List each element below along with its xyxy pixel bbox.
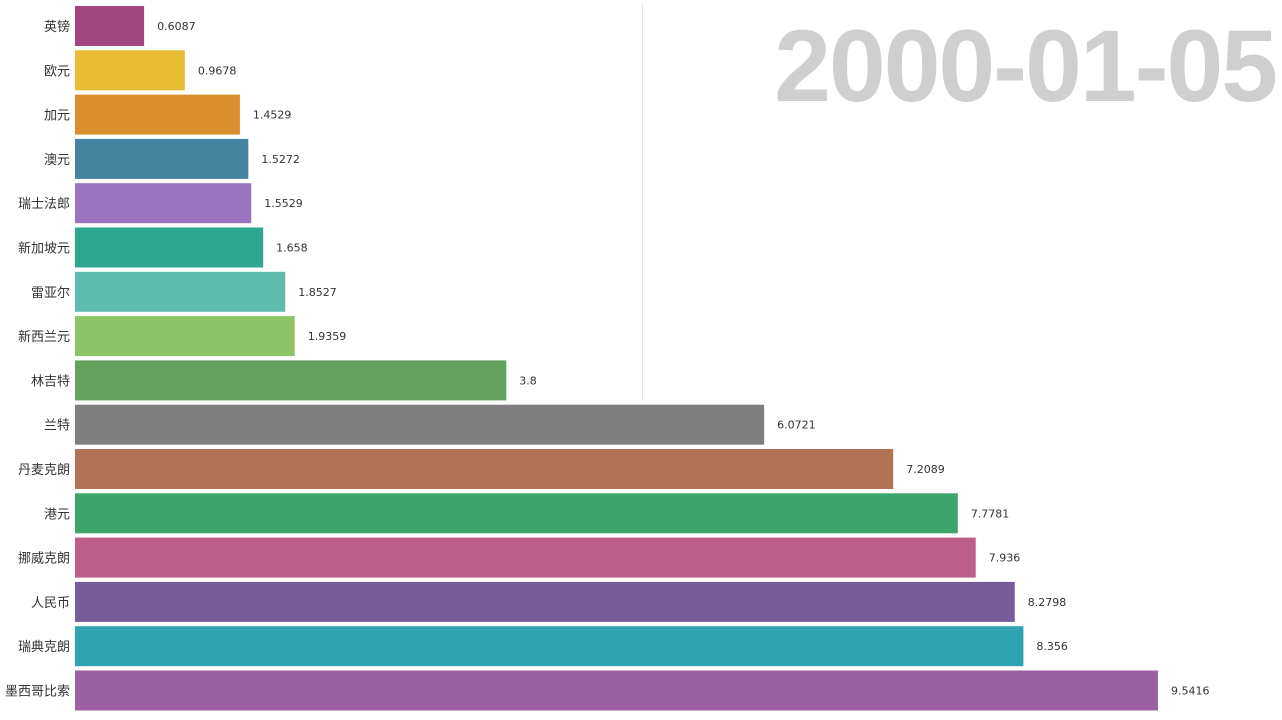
bar: [75, 537, 976, 578]
bar: [75, 449, 894, 489]
category-label: 墨西哥比索: [5, 685, 70, 700]
category-label: 丹麦克朗: [18, 463, 70, 478]
category-label: 雷亚尔: [31, 286, 70, 301]
category-label: 瑞典克朗: [18, 640, 70, 655]
value-label: 1.5529: [264, 197, 303, 210]
value-label: 1.8527: [298, 286, 337, 299]
bar: [75, 227, 264, 268]
category-label: 挪威克朗: [18, 552, 70, 567]
value-label: 9.5416: [1171, 685, 1210, 698]
bar: [75, 670, 1158, 711]
value-label: 3.8: [519, 374, 537, 387]
value-label: 0.6087: [157, 20, 196, 33]
category-label: 澳元: [44, 152, 70, 168]
value-label: 0.9678: [198, 64, 237, 77]
value-label: 1.658: [276, 242, 308, 255]
category-label: 欧元: [44, 64, 70, 79]
bar: [75, 138, 249, 179]
value-label: 7.7781: [971, 507, 1010, 520]
category-label: 新西兰元: [18, 329, 70, 345]
value-label: 7.936: [989, 552, 1021, 565]
value-label: 6.0721: [777, 419, 816, 432]
category-label: 瑞士法郎: [18, 197, 70, 212]
bar: [75, 6, 145, 46]
bar: [75, 50, 185, 91]
bar: [75, 316, 295, 357]
bar: [75, 183, 252, 224]
category-label: 港元: [44, 507, 70, 522]
bar: [75, 360, 507, 401]
bar: [75, 271, 286, 312]
bar: [75, 581, 1015, 622]
value-label: 1.5272: [261, 153, 300, 166]
category-label: 林吉特: [31, 374, 70, 389]
value-label: 1.9359: [308, 330, 347, 343]
value-label: 8.356: [1036, 640, 1068, 653]
value-label: 7.2089: [906, 463, 945, 476]
bar: [75, 493, 958, 534]
bar: [75, 404, 765, 445]
category-label: 兰特: [44, 419, 70, 434]
date-label: 2000-01-05: [774, 9, 1278, 123]
category-label: 加元: [44, 109, 70, 124]
category-label: 英镑: [44, 19, 70, 35]
value-label: 1.4529: [253, 109, 292, 122]
category-label: 新加坡元: [18, 241, 70, 257]
bar: [75, 626, 1024, 667]
category-label: 人民币: [31, 596, 70, 611]
value-label: 8.2798: [1028, 596, 1067, 609]
bar: [75, 94, 240, 135]
